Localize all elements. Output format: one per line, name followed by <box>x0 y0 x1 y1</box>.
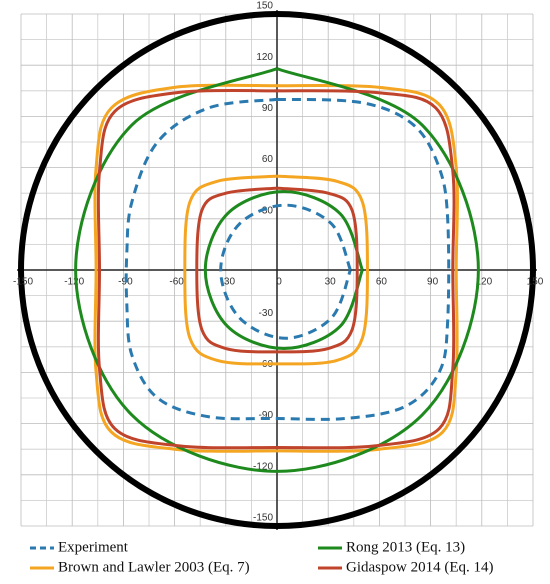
outer-ring <box>18 11 536 529</box>
x-tick-label: 60 <box>376 277 388 288</box>
y-tick-label: 150 <box>256 1 273 12</box>
y-tick-label: 90 <box>262 103 274 114</box>
y-tick-label: 60 <box>262 154 274 165</box>
x-tick-label: -30 <box>221 277 236 288</box>
x-tick-label: 30 <box>325 277 337 288</box>
y-tick-label: 120 <box>256 52 273 63</box>
legend-label: Experiment <box>58 539 129 555</box>
series-line <box>74 67 480 473</box>
y-tick-label: -90 <box>259 410 274 421</box>
legend-label: Gidaspow 2014 (Eq. 14) <box>346 559 493 575</box>
series-line <box>124 97 451 421</box>
x-tick-label: 150 <box>527 277 544 288</box>
y-tick-label: -120 <box>253 461 273 472</box>
y-tick-label: -150 <box>253 513 273 524</box>
y-tick-label: -30 <box>259 308 274 319</box>
series-line <box>96 88 456 450</box>
x-tick-label: 120 <box>475 277 492 288</box>
x-tick-label: -60 <box>169 277 184 288</box>
legend-label: Brown and Lawler 2003 (Eq. 7) <box>58 559 250 575</box>
x-tick-label: -120 <box>64 277 84 288</box>
y-tick-label: 30 <box>262 205 274 216</box>
x-tick-label: -150 <box>13 277 33 288</box>
legend-label: Rong 2013 (Eq. 13) <box>346 539 465 555</box>
x-tick-label: 0 <box>276 277 282 288</box>
x-tick-label: 90 <box>427 277 439 288</box>
series-line <box>93 83 459 453</box>
